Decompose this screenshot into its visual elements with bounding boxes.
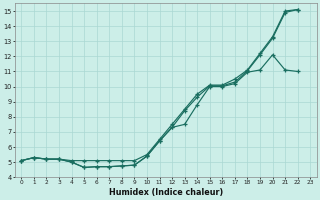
X-axis label: Humidex (Indice chaleur): Humidex (Indice chaleur) xyxy=(109,188,223,197)
